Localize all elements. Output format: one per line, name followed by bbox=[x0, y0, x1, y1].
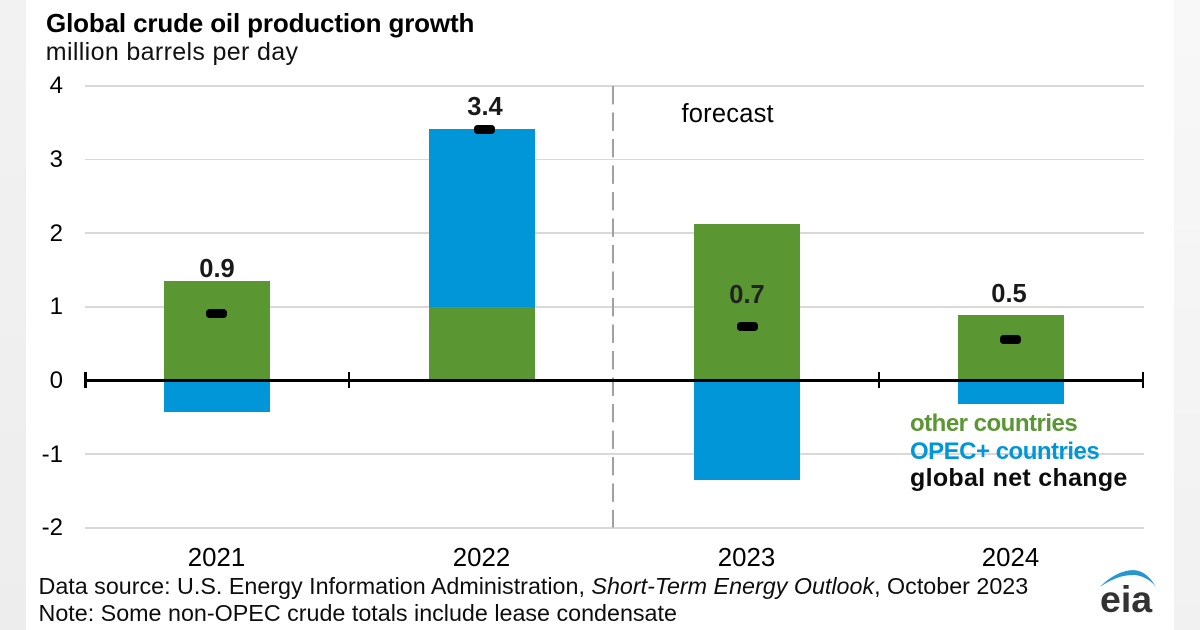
svg-text:eia: eia bbox=[1100, 578, 1153, 620]
